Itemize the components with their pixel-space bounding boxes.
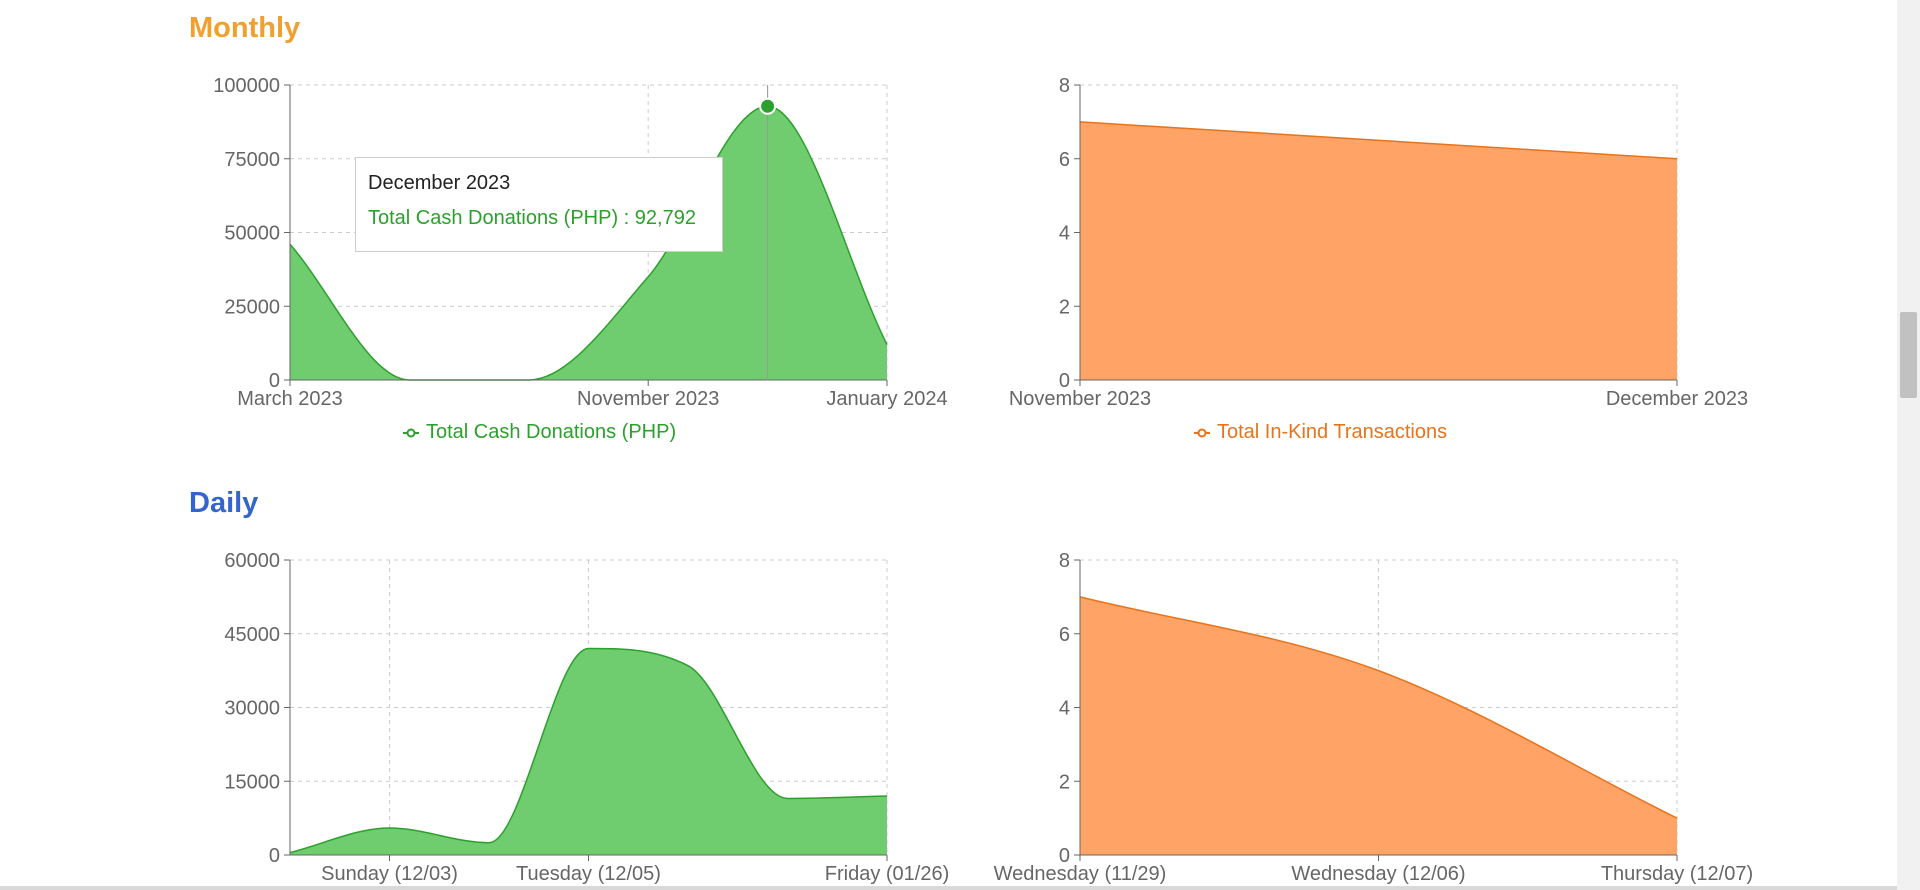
- active-data-point: [759, 97, 777, 115]
- x-tick-label: January 2024: [826, 388, 947, 410]
- legend-total-in-kind-transactions[interactable]: Total In-Kind Transactions: [1193, 422, 1447, 442]
- y-tick-label: 45000: [224, 624, 280, 646]
- y-tick-label: 100000: [213, 75, 280, 97]
- chart-tooltip: December 2023 Total Cash Donations (PHP)…: [355, 157, 723, 252]
- series-line: [1079, 121, 1678, 160]
- y-tick-label: 0: [269, 845, 280, 867]
- y-tick-label: 0: [1059, 845, 1070, 867]
- legend-line-marker-icon: [1194, 428, 1210, 438]
- x-tick-label: Friday (01/26): [825, 863, 950, 885]
- y-tick-label: 30000: [224, 698, 280, 720]
- y-tick-label: 0: [269, 370, 280, 392]
- daily-cash-chart[interactable]: 0 15000 30000 45000 60000 Sunday (12/03) Tuesd…: [190, 550, 949, 887]
- x-tick-label: Tuesday (12/05): [516, 863, 661, 885]
- x-tick-label: Wednesday (12/06): [1291, 863, 1465, 885]
- monthly-cash-chart[interactable]: 0 25000 50000 75000 100000 March 2023 November…: [190, 75, 947, 412]
- section-title-daily: Daily: [189, 487, 259, 519]
- y-tick-label: 8: [1059, 75, 1070, 97]
- series-area: [290, 106, 887, 380]
- legend-label: Total In-Kind Transactions: [1217, 421, 1448, 443]
- y-tick-label: 2: [1059, 296, 1070, 318]
- x-tick-label: November 2023: [577, 388, 719, 410]
- y-tick-label: 4: [1059, 223, 1070, 245]
- series-area: [1080, 596, 1677, 855]
- y-tick-label: 6: [1059, 624, 1070, 646]
- x-tick-label: March 2023: [237, 388, 343, 410]
- legend-total-cash-donations[interactable]: Total Cash Donations (PHP): [402, 422, 676, 442]
- scrollbar-thumb[interactable]: [1900, 312, 1917, 398]
- y-tick-label: 8: [1059, 550, 1070, 572]
- x-tick-label: Thursday (12/07): [1601, 863, 1753, 885]
- y-tick-label: 50000: [224, 223, 280, 245]
- series-line: [1079, 596, 1678, 819]
- x-tick-label: December 2023: [1606, 388, 1748, 410]
- legend-line-marker-icon: [403, 428, 419, 438]
- x-tick-label: November 2023: [1009, 388, 1151, 410]
- section-title-monthly: Monthly: [189, 12, 301, 44]
- y-tick-label: 2: [1059, 771, 1070, 793]
- daily-inkind-chart[interactable]: 0 2 4 6 8 Wednesday (11/29) Wednesday (12/06) T…: [980, 550, 1754, 887]
- y-tick-label: 4: [1059, 698, 1070, 720]
- series-line: [289, 647, 888, 854]
- tooltip-value: Total Cash Donations (PHP) : 92,792: [368, 207, 696, 229]
- y-tick-label: 25000: [224, 296, 280, 318]
- x-tick-label: Sunday (12/03): [321, 863, 458, 885]
- series-area: [1080, 121, 1677, 380]
- y-tick-label: 15000: [224, 771, 280, 793]
- legend-label: Total Cash Donations (PHP): [426, 421, 677, 443]
- series-line: [289, 105, 888, 381]
- bottom-edge-bar: [0, 886, 1897, 890]
- y-tick-label: 0: [1059, 370, 1070, 392]
- x-tick-label: Wednesday (11/29): [994, 863, 1167, 885]
- vertical-scrollbar[interactable]: [1897, 0, 1920, 890]
- y-tick-label: 6: [1059, 149, 1070, 171]
- y-tick-label: 75000: [224, 149, 280, 171]
- series-area: [290, 648, 887, 855]
- monthly-inkind-chart[interactable]: 0 2 4 6 8 November 2023 December 2023: [980, 75, 1748, 412]
- y-tick-label: 60000: [224, 550, 280, 572]
- tooltip-label: December 2023: [368, 172, 511, 194]
